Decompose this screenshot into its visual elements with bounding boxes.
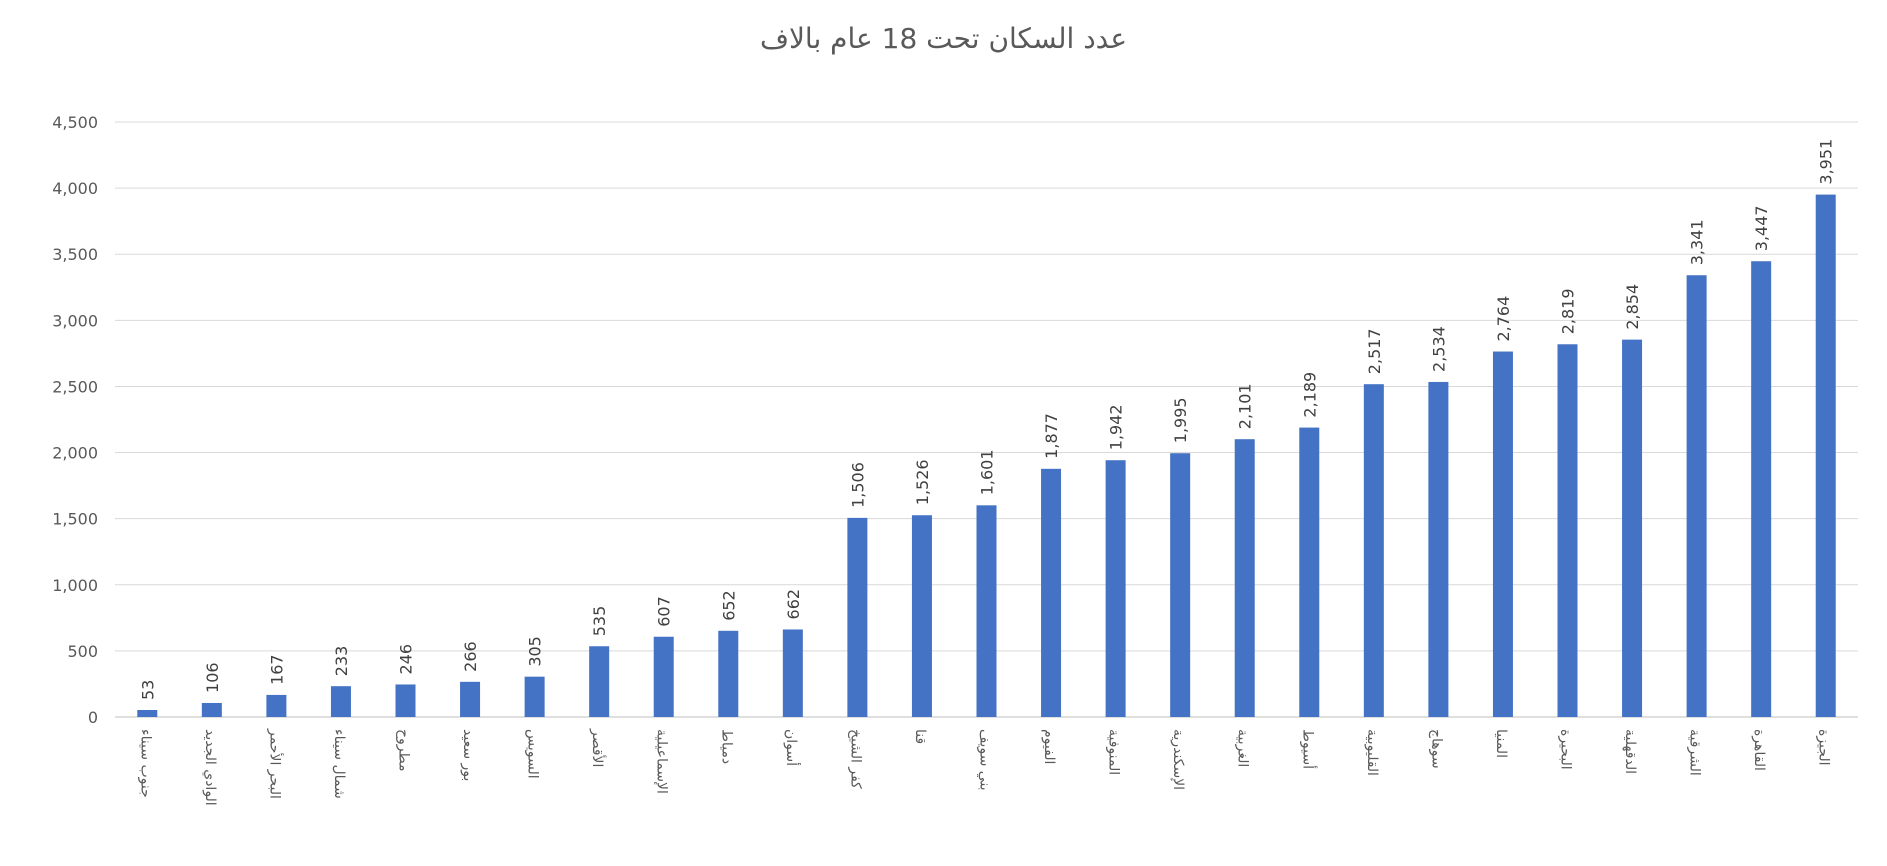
category-label: الإسماعيلية	[654, 729, 670, 794]
category-labels: جنوب سيناء الوادي الجديد البحر الأحمر شمال …	[137, 728, 1831, 806]
category-label: الوادي الجديد	[202, 729, 218, 806]
bar	[1363, 384, 1384, 717]
y-tick-label: 3,000	[52, 311, 98, 330]
y-tick-label: 500	[67, 642, 98, 661]
bar	[1299, 427, 1320, 717]
category-label: دمياط	[718, 729, 734, 764]
data-label: 1,877	[1042, 413, 1061, 459]
bar	[330, 686, 351, 717]
data-label: 3,447	[1752, 205, 1771, 251]
bars	[137, 194, 1836, 718]
bar	[976, 505, 997, 717]
y-tick-label: 1,500	[52, 510, 98, 529]
category-label: الإسكندرية	[1170, 729, 1186, 790]
category-label: القاهرة	[1751, 729, 1767, 771]
category-label: شمال سيناء	[331, 729, 347, 799]
data-label: 607	[655, 596, 674, 627]
data-label: 2,854	[1623, 284, 1642, 330]
category-label: المنيا	[1493, 729, 1509, 758]
data-label: 3,951	[1817, 139, 1836, 185]
data-label: 305	[526, 636, 545, 667]
category-label: الشرقية	[1687, 729, 1703, 776]
data-label: 2,189	[1300, 372, 1319, 418]
category-label: أسيوط	[1299, 729, 1317, 769]
category-label: القليوبية	[1364, 729, 1380, 776]
bar	[1170, 453, 1191, 717]
chart-title: عدد السكان تحت 18 عام بالاف	[759, 22, 1128, 55]
category-label: السويس	[525, 729, 541, 779]
bar	[266, 694, 287, 717]
y-tick-label: 4,500	[52, 113, 98, 132]
bar	[1105, 460, 1126, 717]
bar	[847, 517, 868, 717]
bar	[1686, 275, 1707, 717]
bar	[1557, 344, 1578, 717]
bar	[201, 702, 222, 717]
category-label: الجيزة	[1816, 729, 1832, 765]
bar	[782, 629, 803, 717]
data-label: 2,819	[1559, 288, 1578, 334]
category-label: أسوان	[783, 729, 801, 766]
bar	[395, 684, 416, 717]
y-tick-label: 4,000	[52, 179, 98, 198]
bar	[1492, 351, 1513, 717]
data-label: 246	[397, 644, 416, 675]
bar	[1428, 381, 1449, 717]
category-label: كفر الشيخ	[847, 729, 863, 789]
data-label: 652	[719, 590, 738, 621]
bar	[1751, 261, 1772, 717]
bar	[1622, 339, 1643, 717]
y-tick-label: 2,000	[52, 444, 98, 463]
category-label: الأقصر	[589, 728, 607, 767]
bar	[1041, 468, 1062, 717]
y-axis-ticks: 0 500 1,000 1,500 2,000 2,500 3,000 3,500 4,000 4…	[52, 113, 98, 727]
data-label: 662	[784, 589, 803, 620]
category-label: سوهاج	[1428, 729, 1444, 769]
bar	[1815, 194, 1836, 718]
data-label: 266	[461, 641, 480, 672]
bar	[460, 681, 481, 717]
category-label: البحر الأحمر	[266, 728, 284, 799]
data-label: 53	[138, 680, 157, 700]
y-tick-label: 2,500	[52, 377, 98, 396]
data-label: 106	[203, 662, 222, 693]
category-label: الفيوم	[1041, 729, 1057, 764]
data-labels: 53 106 167 233 246 266 305 535 607 652 662 1,506 1,5…	[138, 139, 1835, 700]
bar	[524, 676, 545, 717]
category-label: الغربية	[1235, 729, 1251, 767]
y-tick-label: 1,000	[52, 576, 98, 595]
y-tick-label: 3,500	[52, 245, 98, 264]
data-label: 2,101	[1236, 383, 1255, 429]
category-label: قنا	[912, 729, 928, 744]
data-label: 1,942	[1107, 404, 1126, 450]
data-label: 2,517	[1365, 328, 1384, 374]
data-label: 233	[332, 646, 351, 677]
category-label: المنوفية	[1106, 729, 1122, 775]
bar	[589, 646, 610, 717]
bar	[137, 709, 158, 717]
bar	[718, 630, 739, 717]
category-label: جنوب سيناء	[137, 729, 153, 798]
category-label: بني سويف	[977, 729, 993, 791]
data-label: 1,995	[1171, 397, 1190, 443]
data-label: 535	[590, 606, 609, 637]
bar	[1234, 439, 1255, 717]
category-label: الدقهلية	[1622, 729, 1638, 774]
data-label: 2,764	[1494, 296, 1513, 342]
bar	[911, 515, 932, 717]
category-label: البحيرة	[1558, 729, 1574, 770]
data-label: 1,506	[848, 462, 867, 508]
data-label: 167	[267, 654, 286, 685]
category-label: مطروح	[396, 729, 412, 772]
data-label: 1,601	[978, 449, 997, 495]
data-label: 2,534	[1429, 326, 1448, 372]
category-label: بور سعيد	[460, 729, 476, 781]
data-label: 1,526	[913, 459, 932, 505]
y-tick-label: 0	[88, 708, 98, 727]
data-label: 3,341	[1688, 219, 1707, 265]
bar	[653, 636, 674, 717]
